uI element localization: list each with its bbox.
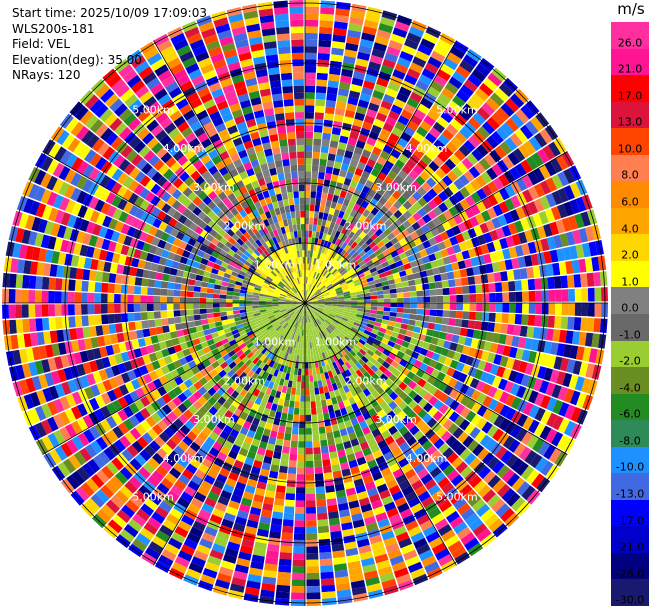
azimuth-spoke [304, 151, 568, 304]
elevation-text: Elevation(deg): 35.00 [12, 52, 142, 67]
range-ring-label: 1.00km [315, 336, 357, 349]
colorbar-tick-label: 1.0 [621, 275, 639, 289]
range-ring-label: 1.00km [254, 258, 296, 271]
colorbar-tick-label: 6.0 [621, 195, 639, 209]
colorbar-tick-label: -1.0 [619, 328, 641, 342]
range-ring-label: 3.00km [193, 413, 235, 426]
colorbar-swatch [611, 22, 649, 50]
azimuth-spoke [42, 151, 306, 304]
azimuth-spoke [42, 302, 306, 455]
colorbar-tick-label: -13.0 [615, 487, 645, 501]
colorbar-swatch [611, 207, 649, 235]
colorbar-tick-label: -26.0 [615, 567, 645, 581]
colorbar-tick-label: 0.0 [621, 301, 639, 315]
colorbar-swatch [611, 287, 649, 315]
range-ring-label: 5.00km [132, 491, 174, 504]
colorbar-tick-label: 17.0 [617, 89, 643, 103]
colorbar-tick-label: -4.0 [619, 381, 641, 395]
colorbar: 26.0 21.0 17.0 13.0 10.0 8.0 6.0 4.0 2.0 1.0 0.0 -1… [611, 22, 649, 607]
range-ring-labels: 1.00km 1.00km 1.00km 1.00km 2.00km 2.00km 2.00… [132, 104, 477, 504]
colorbar-swatch [611, 154, 649, 182]
range-ring-label: 4.00km [163, 142, 205, 155]
ppi-velocity-plot: 1.00km 1.00km 1.00km 1.00km 2.00km 2.00km 2.00… [2, 0, 608, 606]
range-rings-and-spokes [2, 0, 608, 606]
station-name-text: WLS200s-181 [12, 21, 95, 36]
colorbar-swatch [611, 128, 649, 156]
colorbar-swatch [611, 420, 649, 448]
colorbar-tick-label: 10.0 [617, 142, 643, 156]
colorbar-swatch [611, 75, 649, 103]
colorbar-swatch [611, 526, 649, 554]
range-ring-label: 3.00km [375, 413, 417, 426]
colorbar-tick-label: -6.0 [619, 407, 641, 421]
range-ring-label: 3.00km [375, 181, 417, 194]
range-ring-label: 4.00km [163, 452, 205, 465]
colorbar-tick-label: -2.0 [619, 354, 641, 368]
colorbar-tick-label: 26.0 [617, 36, 643, 50]
colorbar-tick-label: -10.0 [615, 460, 645, 474]
start-time-text: Start time: 2025/10/09 17:09:03 [12, 6, 207, 20]
range-ring-label: 3.00km [193, 181, 235, 194]
range-ring-label: 2.00km [345, 220, 387, 233]
colorbar-swatch [611, 234, 649, 262]
azimuth-spoke [153, 302, 306, 566]
colorbar-tick-label: 8.0 [621, 168, 639, 182]
colorbar-swatch [611, 260, 649, 288]
colorbar-swatch [611, 314, 649, 342]
colorbar-swatch [611, 48, 649, 76]
colorbar-tick-label: 4.0 [621, 222, 639, 236]
colorbar-swatch [611, 340, 649, 368]
range-ring-label: 2.00km [224, 220, 266, 233]
range-ring-label: 5.00km [436, 491, 478, 504]
colorbar-tick-label: 21.0 [617, 62, 643, 76]
colorbar-tick-label: -21.0 [615, 540, 645, 554]
range-ring-label: 4.00km [406, 452, 448, 465]
colorbar-swatch [611, 367, 649, 395]
range-ring-label: 1.00km [254, 336, 296, 349]
range-ring-label: 2.00km [224, 374, 266, 387]
range-ring-label: 4.00km [406, 142, 448, 155]
azimuth-spoke [153, 40, 306, 304]
colorbar-swatch [611, 473, 649, 501]
range-ring-label: 5.00km [436, 104, 478, 117]
range-ring-label: 5.00km [132, 104, 174, 117]
plot-info-block: Start time: 2025/10/09 17:09:03 WLS200s-… [12, 6, 207, 84]
colorbar-swatch [611, 552, 649, 580]
range-ring-label: 1.00km [315, 258, 357, 271]
colorbar-swatch [611, 446, 649, 474]
azimuth-spoke [304, 302, 568, 455]
colorbar-swatch [611, 499, 649, 527]
colorbar-tick-label: -17.0 [615, 514, 645, 528]
azimuth-spoke [304, 302, 457, 566]
colorbar-unit-label: m/s [617, 0, 645, 18]
colorbar-swatch [611, 393, 649, 421]
azimuth-spoke [304, 40, 457, 304]
colorbar-swatch [611, 579, 649, 607]
colorbar-swatch [611, 181, 649, 209]
colorbar-tick-label: 13.0 [617, 115, 643, 129]
range-ring-label: 2.00km [345, 374, 387, 387]
field-text: Field: VEL [12, 37, 71, 52]
velocity-gates [2, 0, 608, 606]
colorbar-tick-label: -8.0 [619, 434, 641, 448]
nrays-text: NRays: 120 [12, 68, 81, 83]
colorbar-tick-label: -30.0 [615, 593, 645, 607]
colorbar-swatch [611, 101, 649, 129]
colorbar-tick-label: 2.0 [621, 248, 639, 262]
